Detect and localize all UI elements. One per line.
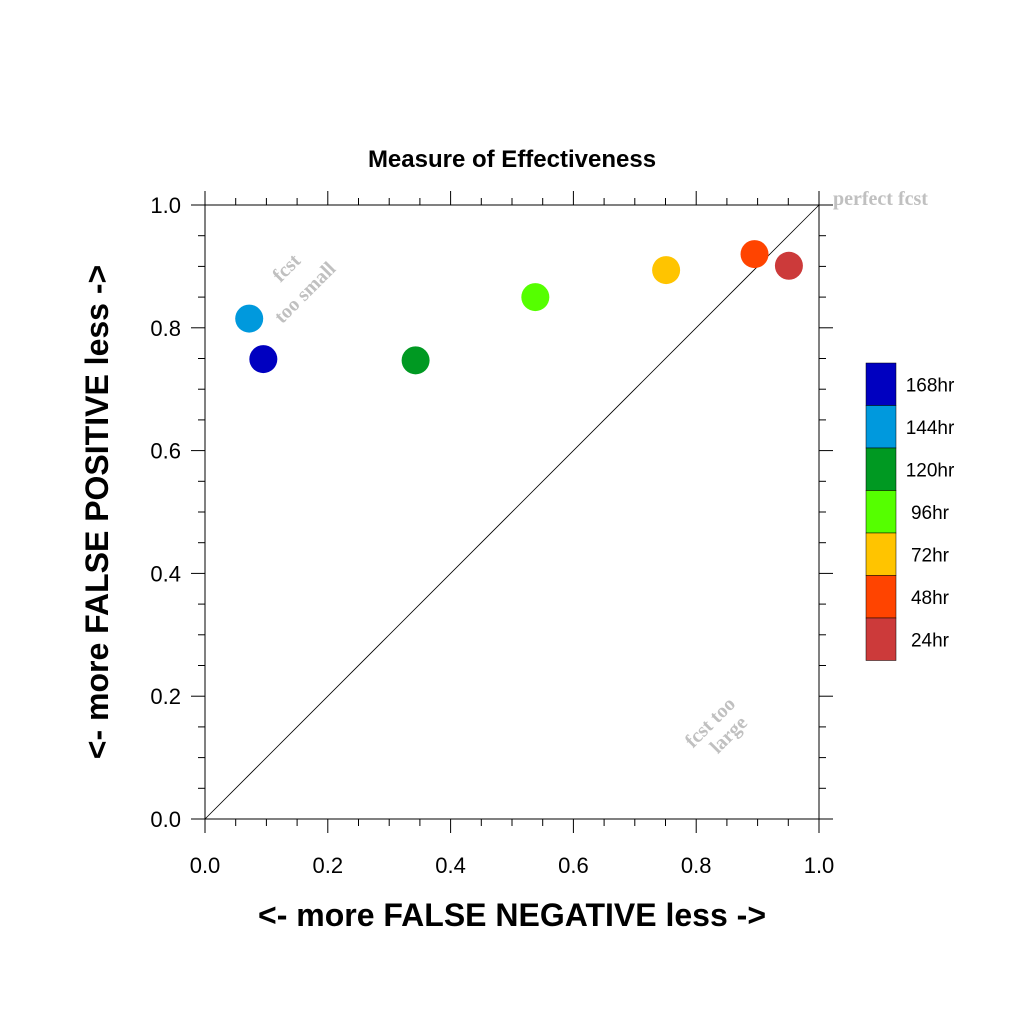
- diagonal-reference-line: [204, 204, 820, 820]
- data-point-144hr: [235, 304, 264, 333]
- x-axis-label: <- more FALSE NEGATIVE less ->: [258, 897, 766, 933]
- y-tick-label: 0.8: [150, 316, 181, 341]
- legend: 168hr 144hr 120hr 96hr 72hr 48hr 24hr: [865, 362, 955, 661]
- legend-label-24hr: 24hr: [911, 630, 950, 651]
- legend-swatch-144hr: [865, 405, 897, 449]
- legend-swatch-24hr: [865, 617, 897, 661]
- data-point-96hr: [521, 283, 550, 312]
- x-tick-label: 0.6: [558, 853, 589, 878]
- data-points: [235, 240, 803, 375]
- legend-label-120hr: 120hr: [906, 460, 955, 481]
- y-tick-labels: 0.0 0.2 0.4 0.6 0.8 1.0: [150, 193, 181, 832]
- x-tick-labels: 0.0 0.2 0.4 0.6 0.8 1.0: [190, 853, 835, 878]
- x-tick-label: 0.8: [681, 853, 712, 878]
- legend-swatch-72hr: [865, 532, 897, 576]
- x-tick-label: 1.0: [804, 853, 835, 878]
- y-axis-label: <- more FALSE POSITIVE less ->: [79, 265, 115, 759]
- y-tick-label: 0.4: [150, 561, 181, 586]
- data-point-120hr: [401, 346, 430, 375]
- data-point-24hr: [774, 251, 803, 280]
- minor-ticks: [198, 198, 826, 826]
- x-tick-label: 0.2: [313, 853, 344, 878]
- legend-label-144hr: 144hr: [906, 418, 955, 439]
- legend-label-48hr: 48hr: [911, 588, 950, 609]
- legend-swatch-168hr: [865, 362, 897, 406]
- legend-swatch-120hr: [865, 447, 897, 491]
- y-tick-label: 0.2: [150, 684, 181, 709]
- chart-title: Measure of Effectiveness: [368, 146, 656, 173]
- y-tick-label: 1.0: [150, 193, 181, 218]
- x-tick-label: 0.4: [435, 853, 466, 878]
- legend-swatch-48hr: [865, 575, 897, 619]
- data-point-168hr: [249, 345, 278, 374]
- legend-label-168hr: 168hr: [906, 375, 955, 396]
- annotation-label: fcst: [268, 250, 305, 287]
- legend-label-96hr: 96hr: [911, 503, 950, 524]
- data-point-48hr: [740, 240, 769, 269]
- y-tick-label: 0.0: [150, 807, 181, 832]
- x-tick-label: 0.0: [190, 853, 221, 878]
- data-point-72hr: [652, 256, 681, 285]
- y-tick-label: 0.6: [150, 439, 181, 464]
- legend-label-72hr: 72hr: [911, 545, 950, 566]
- annotation-label: perfect fcst: [833, 188, 928, 210]
- major-ticks: [191, 191, 833, 833]
- legend-swatch-96hr: [865, 490, 897, 534]
